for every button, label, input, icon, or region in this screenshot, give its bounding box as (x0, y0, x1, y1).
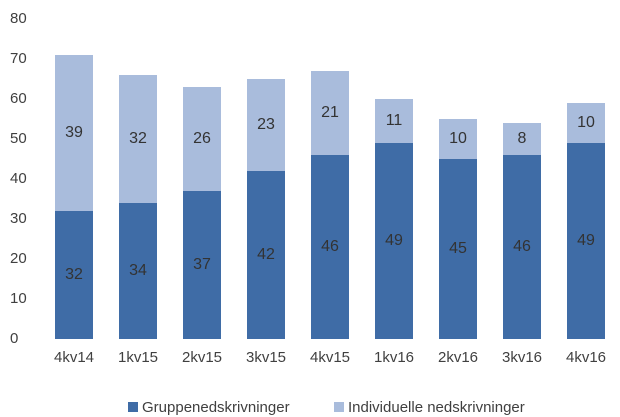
bar-segment (183, 191, 221, 339)
legend-label: Gruppenedskrivninger (142, 399, 290, 416)
bar-segment (311, 155, 349, 339)
y-tick-label: 70 (10, 50, 27, 67)
y-tick-label: 30 (10, 210, 27, 227)
x-tick-label: 3kv16 (502, 349, 542, 366)
x-tick-label: 2kv16 (438, 349, 478, 366)
bar-segment (567, 143, 605, 339)
x-tick-label: 1kv15 (118, 349, 158, 366)
bar-segment (119, 75, 157, 203)
x-tick-label: 1kv16 (374, 349, 414, 366)
y-tick-label: 80 (10, 10, 27, 27)
bar-segment (183, 87, 221, 191)
y-tick-label: 40 (10, 170, 27, 187)
data-label: 34 (129, 262, 147, 279)
data-label: 32 (129, 130, 147, 147)
bar-segment (375, 143, 413, 339)
bar-segment (503, 155, 541, 339)
data-label: 23 (257, 116, 275, 133)
bar-segment (375, 99, 413, 143)
data-label: 21 (321, 104, 339, 121)
bar-segment (567, 103, 605, 143)
y-tick-label: 0 (10, 330, 18, 347)
x-tick-label: 4kv16 (566, 349, 606, 366)
bar-segment (311, 71, 349, 155)
x-tick-label: 4kv14 (54, 349, 94, 366)
bar-segment (439, 119, 477, 159)
x-tick-label: 4kv15 (310, 349, 350, 366)
bar-segment (55, 55, 93, 211)
legend-swatch (334, 402, 344, 412)
x-tick-label: 2kv15 (182, 349, 222, 366)
y-tick-label: 60 (10, 90, 27, 107)
data-label: 46 (513, 238, 531, 255)
legend-swatch (128, 402, 138, 412)
bar-segment (247, 171, 285, 339)
y-tick-label: 20 (10, 250, 27, 267)
data-label: 11 (386, 112, 403, 129)
bar-segment (247, 79, 285, 171)
y-tick-label: 50 (10, 130, 27, 147)
data-label: 37 (193, 256, 211, 273)
data-label: 45 (449, 240, 467, 257)
data-label: 39 (65, 124, 83, 141)
data-label: 32 (65, 266, 83, 283)
data-label: 26 (193, 130, 211, 147)
data-label: 10 (577, 114, 595, 131)
data-label: 46 (321, 238, 339, 255)
data-label: 8 (518, 130, 527, 147)
x-tick-label: 3kv15 (246, 349, 286, 366)
data-label: 42 (257, 246, 275, 263)
bar-segment (503, 123, 541, 155)
y-tick-label: 10 (10, 290, 27, 307)
bar-segment (119, 203, 157, 339)
data-label: 49 (385, 232, 403, 249)
data-label: 49 (577, 232, 595, 249)
data-label: 10 (449, 130, 467, 147)
bar-segment (55, 211, 93, 339)
legend-label: Individuelle nedskrivninger (348, 399, 525, 416)
bar-segment (439, 159, 477, 339)
